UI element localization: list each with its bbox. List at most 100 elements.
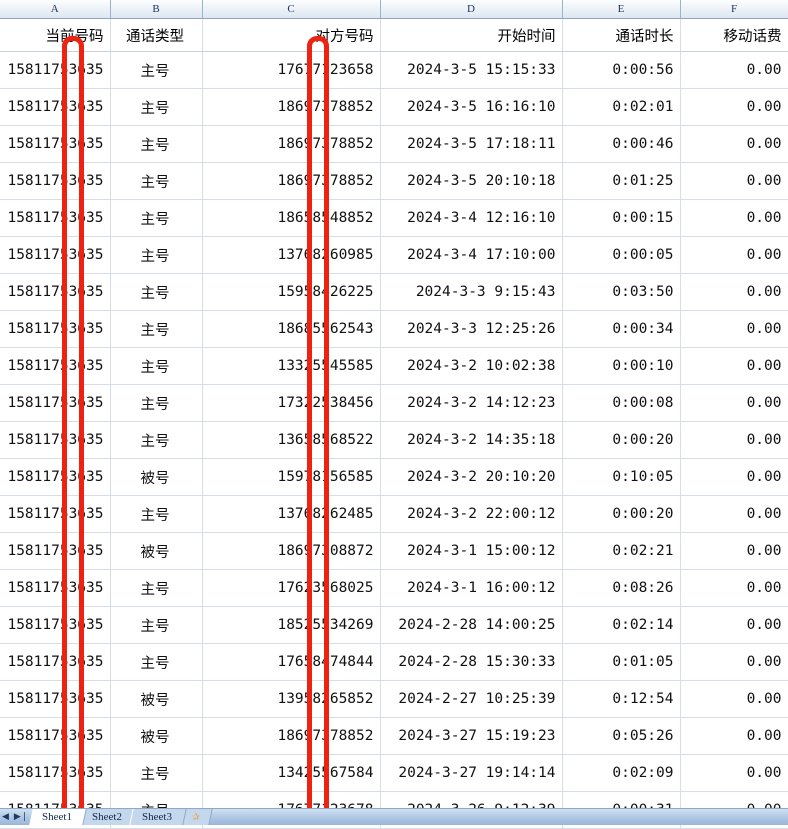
- nav-last-icon[interactable]: ▶❘: [13, 812, 29, 822]
- cell-E19[interactable]: 0:12:54: [562, 680, 681, 718]
- cell-D10[interactable]: 2024-3-2 10:02:38: [380, 347, 563, 385]
- sheet-nav-arrows[interactable]: ◀ ▶❘: [0, 809, 31, 825]
- cell-A3[interactable]: 15811753635: [0, 88, 111, 126]
- cell-B6[interactable]: 主号: [110, 199, 203, 237]
- table-row[interactable]: 15811753635 主号 18525534269 2024-2-28 14:00:…: [0, 606, 788, 644]
- cell-F18[interactable]: 0.00: [680, 643, 788, 681]
- cell-B4[interactable]: 主号: [110, 125, 203, 163]
- cell-D4[interactable]: 2024-3-5 17:18:11: [380, 125, 563, 163]
- cell-C20[interactable]: 18697378852: [202, 717, 381, 755]
- cell-F14[interactable]: 0.00: [680, 495, 788, 533]
- cell-A4[interactable]: 15811753635: [0, 125, 111, 163]
- table-row[interactable]: 15811753635 主号 13425567584 2024-3-27 19:14:…: [0, 754, 788, 792]
- cell-C8[interactable]: 15958426225: [202, 273, 381, 311]
- cell-B16[interactable]: 主号: [110, 569, 203, 607]
- cell-A2[interactable]: 15811753635: [0, 51, 111, 89]
- cell-D17[interactable]: 2024-2-28 14:00:25: [380, 606, 563, 644]
- cell-C13[interactable]: 15978156585: [202, 458, 381, 496]
- cell-D19[interactable]: 2024-2-27 10:25:39: [380, 680, 563, 718]
- table-row[interactable]: 15811753635 主号 17623568025 2024-3-1 16:00:1…: [0, 569, 788, 607]
- cell-F2[interactable]: 0.00: [680, 51, 788, 89]
- table-row[interactable]: 15811753635 主号 13325545585 2024-3-2 10:02:3…: [0, 347, 788, 385]
- cell-A6[interactable]: 15811753635: [0, 199, 111, 237]
- cell-F15[interactable]: 0.00: [680, 532, 788, 570]
- cell-E10[interactable]: 0:00:10: [562, 347, 681, 385]
- cell-B9[interactable]: 主号: [110, 310, 203, 348]
- cell-E20[interactable]: 0:05:26: [562, 717, 681, 755]
- cell-D12[interactable]: 2024-3-2 14:35:18: [380, 421, 563, 459]
- cell-F9[interactable]: 0.00: [680, 310, 788, 348]
- cell-E16[interactable]: 0:08:26: [562, 569, 681, 607]
- column-header-e[interactable]: E: [562, 0, 681, 19]
- table-row[interactable]: 15811753635 主号 13768260985 2024-3-4 17:10:0…: [0, 236, 788, 274]
- cell-F5[interactable]: 0.00: [680, 162, 788, 200]
- table-row[interactable]: 15811753635 被号 13958265852 2024-2-27 10:25:…: [0, 680, 788, 718]
- table-row[interactable]: 15811753635 主号 13658568522 2024-3-2 14:35:1…: [0, 421, 788, 459]
- cell-A19[interactable]: 15811753635: [0, 680, 111, 718]
- cell-F19[interactable]: 0.00: [680, 680, 788, 718]
- cell-B20[interactable]: 被号: [110, 717, 203, 755]
- cell-B17[interactable]: 主号: [110, 606, 203, 644]
- cell-B8[interactable]: 主号: [110, 273, 203, 311]
- cell-A13[interactable]: 15811753635: [0, 458, 111, 496]
- cell-D6[interactable]: 2024-3-4 12:16:10: [380, 199, 563, 237]
- cell-A7[interactable]: 15811753635: [0, 236, 111, 274]
- cell-F13[interactable]: 0.00: [680, 458, 788, 496]
- cell-F10[interactable]: 0.00: [680, 347, 788, 385]
- cell-D16[interactable]: 2024-3-1 16:00:12: [380, 569, 563, 607]
- table-row[interactable]: 15811753635 被号 18697378852 2024-3-27 15:19:…: [0, 717, 788, 755]
- cell-C6[interactable]: 18658548852: [202, 199, 381, 237]
- cell-A11[interactable]: 15811753635: [0, 384, 111, 422]
- cell-E13[interactable]: 0:10:05: [562, 458, 681, 496]
- table-row[interactable]: 15811753635 被号 15978156585 2024-3-2 20:10:2…: [0, 458, 788, 496]
- column-header-b[interactable]: B: [110, 0, 203, 19]
- cell-A9[interactable]: 15811753635: [0, 310, 111, 348]
- cell-B21[interactable]: 主号: [110, 754, 203, 792]
- cell-B2[interactable]: 主号: [110, 51, 203, 89]
- table-row[interactable]: 15811753635 主号 17677123658 2024-3-5 15:15:3…: [0, 51, 788, 89]
- cell-F20[interactable]: 0.00: [680, 717, 788, 755]
- cell-C18[interactable]: 17658474844: [202, 643, 381, 681]
- cell-A17[interactable]: 15811753635: [0, 606, 111, 644]
- cell-D9[interactable]: 2024-3-3 12:25:26: [380, 310, 563, 348]
- cell-B14[interactable]: 主号: [110, 495, 203, 533]
- cell-B5[interactable]: 主号: [110, 162, 203, 200]
- table-row[interactable]: 15811753635 被号 18697308872 2024-3-1 15:00:1…: [0, 532, 788, 570]
- cell-E6[interactable]: 0:00:15: [562, 199, 681, 237]
- column-header-a[interactable]: A: [0, 0, 111, 19]
- cell-A8[interactable]: 15811753635: [0, 273, 111, 311]
- table-row[interactable]: 15811753635 主号 18697378852 2024-3-5 17:18:1…: [0, 125, 788, 163]
- cell-E3[interactable]: 0:02:01: [562, 88, 681, 126]
- cell-A21[interactable]: 15811753635: [0, 754, 111, 792]
- sheet-tab-sheet1[interactable]: Sheet1: [29, 809, 88, 825]
- cell-B10[interactable]: 主号: [110, 347, 203, 385]
- cell-E18[interactable]: 0:01:05: [562, 643, 681, 681]
- cell-E12[interactable]: 0:00:20: [562, 421, 681, 459]
- cell-E9[interactable]: 0:00:34: [562, 310, 681, 348]
- cell-E14[interactable]: 0:00:20: [562, 495, 681, 533]
- table-row[interactable]: 15811753635 主号 17658474844 2024-2-28 15:30:…: [0, 643, 788, 681]
- cell-D15[interactable]: 2024-3-1 15:00:12: [380, 532, 563, 570]
- column-header-f[interactable]: F: [680, 0, 788, 19]
- cell-B12[interactable]: 主号: [110, 421, 203, 459]
- cell-C2[interactable]: 17677123658: [202, 51, 381, 89]
- cell-D20[interactable]: 2024-3-27 15:19:23: [380, 717, 563, 755]
- cell-C17[interactable]: 18525534269: [202, 606, 381, 644]
- cell-C12[interactable]: 13658568522: [202, 421, 381, 459]
- table-row[interactable]: 15811753635 主号 15958426225 2024-3-3 9:15:43…: [0, 273, 788, 311]
- cell-B15[interactable]: 被号: [110, 532, 203, 570]
- cell-F8[interactable]: 0.00: [680, 273, 788, 311]
- sheet-tab-sheet2[interactable]: Sheet2: [79, 809, 137, 825]
- table-row[interactable]: 15811753635 主号 13768262485 2024-3-2 22:00:1…: [0, 495, 788, 533]
- cell-A18[interactable]: 15811753635: [0, 643, 111, 681]
- sheet-tab-sheet3[interactable]: Sheet3: [129, 809, 187, 825]
- cell-B7[interactable]: 主号: [110, 236, 203, 274]
- cell-D5[interactable]: 2024-3-5 20:10:18: [380, 162, 563, 200]
- cell-E2[interactable]: 0:00:56: [562, 51, 681, 89]
- cell-D14[interactable]: 2024-3-2 22:00:12: [380, 495, 563, 533]
- cell-C16[interactable]: 17623568025: [202, 569, 381, 607]
- table-row[interactable]: 15811753635 主号 18685562543 2024-3-3 12:25:2…: [0, 310, 788, 348]
- cell-D21[interactable]: 2024-3-27 19:14:14: [380, 754, 563, 792]
- cell-D18[interactable]: 2024-2-28 15:30:33: [380, 643, 563, 681]
- cell-D3[interactable]: 2024-3-5 16:16:10: [380, 88, 563, 126]
